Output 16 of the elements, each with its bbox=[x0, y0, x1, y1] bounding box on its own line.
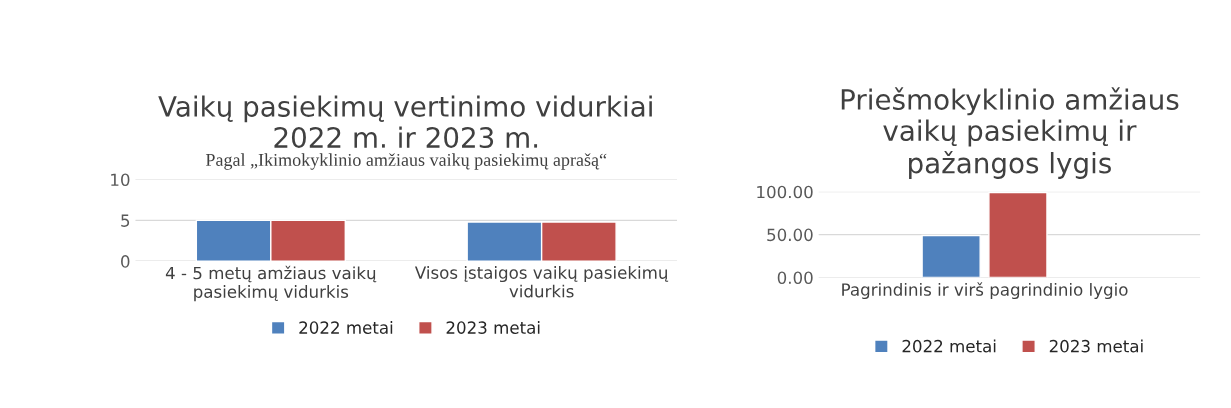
y-tick-label: 50.00 bbox=[767, 228, 813, 242]
legend-label: 2023 metai bbox=[1049, 339, 1143, 353]
chart-title: Priešmokyklinio amžiaus vaikų pasiekimų ir pažangos lygis bbox=[841, 87, 1179, 179]
y-tick-label: 5 bbox=[121, 214, 130, 227]
y-tick-label: 10 bbox=[111, 173, 130, 187]
y-tick-label: 0 bbox=[121, 255, 130, 268]
legend-label: 2023 metai bbox=[446, 321, 540, 334]
legend-label: 2022 metai bbox=[299, 321, 393, 334]
legend-label: 2022 metai bbox=[902, 339, 996, 353]
y-tick-label: 100.00 bbox=[757, 185, 813, 199]
y-tick-label: 0.00 bbox=[777, 271, 813, 285]
chart-title: Vaikų pasiekimų vertinimo vidurkiai 2022 m. ir 2023 m. bbox=[158, 95, 652, 149]
x-tick-label: Pagrindinis ir virš pagrindinio lygio bbox=[842, 282, 1128, 300]
x-tick-label: Visos įstaigos vaikų pasiekimų vidurkis bbox=[414, 265, 669, 298]
x-tick-label: 4 - 5 metų amžiaus vaikų pasiekimų vidurkis bbox=[165, 265, 377, 302]
chart-subtitle: Pagal „Ikimokyklinio amžiaus vaikų pasiekimų aprašą“ bbox=[205, 153, 607, 170]
